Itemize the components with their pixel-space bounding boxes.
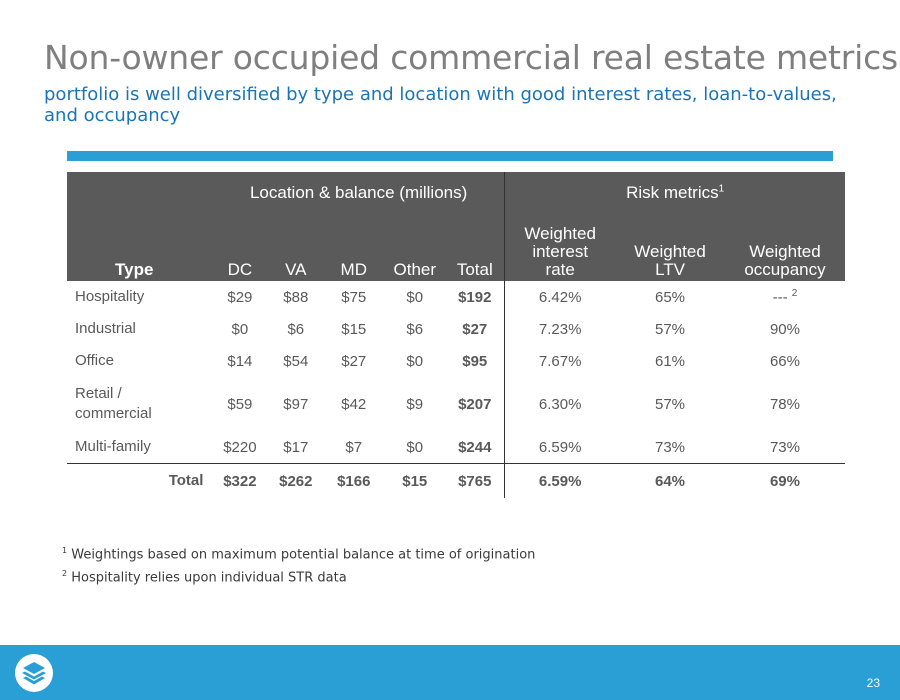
cell-md: $75: [341, 288, 367, 306]
footnote-1: 1 Weightings based on maximum potential …: [62, 546, 536, 563]
total-md: $166: [323, 463, 385, 498]
cell-occupancy: 78%: [769, 395, 800, 413]
cell-total: $207: [445, 377, 506, 431]
cell-md: $7: [345, 438, 363, 456]
cell-rate: 6.30%: [538, 395, 582, 413]
cell-occupancy: 73%: [769, 438, 800, 456]
cell-occupancy: 90%: [769, 320, 800, 338]
cell-rate: 7.23%: [538, 320, 582, 338]
cell-other: $0: [406, 352, 424, 370]
risk-metrics-header: Risk metrics1: [504, 172, 845, 213]
cell-rate: 6.59%: [538, 438, 582, 456]
cell-total: $27: [445, 313, 506, 345]
cell-ltv: 65%: [655, 288, 686, 306]
accent-bar: [67, 151, 833, 161]
col-total: Total: [445, 213, 506, 281]
cell-rate: 7.67%: [538, 352, 582, 370]
cell-md: $42: [341, 395, 367, 413]
cell-total: $244: [445, 431, 506, 464]
cell-other: $0: [406, 438, 424, 456]
cell-md: $27: [341, 352, 367, 370]
cell-occupancy: --- 2: [772, 288, 798, 306]
table-row-hospitality: Hospitality $29 $88 $75 $0 $192 6.42% 65…: [67, 281, 845, 313]
cell-total: $95: [445, 345, 506, 377]
table-row-multi-family: Multi-family $220 $17 $7 $0 $244 6.59% 7…: [67, 431, 845, 464]
col-weighted-interest-rate: Weighted interest rate: [504, 213, 616, 281]
page-subtitle: portfolio is well diversified by type an…: [44, 84, 837, 126]
cell-md: $15: [341, 320, 367, 338]
table-row-industrial: Industrial $0 $6 $15 $6 $27 7.23% 57% 90…: [67, 313, 845, 345]
total-label: Total: [67, 463, 212, 498]
footnote-2: 2 Hospitality relies upon individual STR…: [62, 569, 347, 586]
cell-ltv: 57%: [655, 320, 686, 338]
cell-dc: $29: [227, 288, 253, 306]
cell-dc: $220: [223, 438, 257, 456]
total-va: $262: [268, 463, 324, 498]
col-md: MD: [323, 213, 385, 281]
table-row-retail-commercial: Retail / commercial $59 $97 $42 $9 $207 6…: [67, 377, 845, 431]
group-header-row: Location & balance (millions) Risk metri…: [67, 172, 845, 213]
col-va: VA: [268, 213, 324, 281]
total-rate: 6.59%: [504, 463, 616, 498]
col-weighted-ltv: Weighted LTV: [615, 213, 725, 281]
cell-occupancy: 66%: [769, 352, 800, 370]
cell-ltv: 61%: [655, 352, 686, 370]
cell-va: $88: [283, 288, 309, 306]
footnotes: 1 Weightings based on maximum potential …: [62, 541, 535, 588]
cell-ltv: 73%: [655, 438, 686, 456]
table-total-row: Total $322 $262 $166 $15 $765 6.59% 64% …: [67, 463, 845, 498]
col-dc: DC: [211, 213, 269, 281]
total-other: $15: [384, 463, 446, 498]
total-occupancy: 69%: [724, 463, 845, 498]
total-total: $765: [445, 463, 506, 498]
cell-total: $192: [445, 281, 506, 313]
page-number: 23: [866, 676, 880, 690]
cell-dc: $59: [227, 395, 253, 413]
cre-metrics-table: Location & balance (millions) Risk metri…: [67, 172, 845, 498]
row-type: Office: [75, 352, 114, 369]
page-title: Non-owner occupied commercial real estat…: [44, 38, 899, 77]
cell-other: $6: [406, 320, 424, 338]
cell-rate: 6.42%: [538, 288, 582, 306]
row-type: Multi-family: [75, 438, 151, 455]
row-type: Hospitality: [75, 288, 145, 305]
column-header-row: Type DC VA MD Other Total Weighted intere…: [67, 213, 845, 281]
cell-va: $97: [283, 395, 309, 413]
footer-bar: 23: [0, 645, 900, 700]
col-other: Other: [384, 213, 446, 281]
row-type: Retail / commercial: [75, 385, 152, 422]
location-balance-header: Location & balance (millions): [67, 172, 506, 213]
row-type: Industrial: [75, 320, 136, 337]
total-ltv: 64%: [615, 463, 725, 498]
cell-va: $17: [283, 438, 309, 456]
layered-wave-logo-icon: [15, 654, 53, 692]
total-dc: $322: [211, 463, 269, 498]
cell-ltv: 57%: [655, 395, 686, 413]
col-type: Type: [67, 213, 212, 281]
cell-other: $9: [406, 395, 424, 413]
cell-va: $54: [283, 352, 309, 370]
col-weighted-occupancy: Weighted occupancy: [724, 213, 845, 281]
cell-va: $6: [287, 320, 305, 338]
cell-dc: $14: [227, 352, 253, 370]
table-row-office: Office $14 $54 $27 $0 $95 7.67% 61% 66%: [67, 345, 845, 377]
cell-other: $0: [406, 288, 424, 306]
cell-dc: $0: [231, 320, 249, 338]
